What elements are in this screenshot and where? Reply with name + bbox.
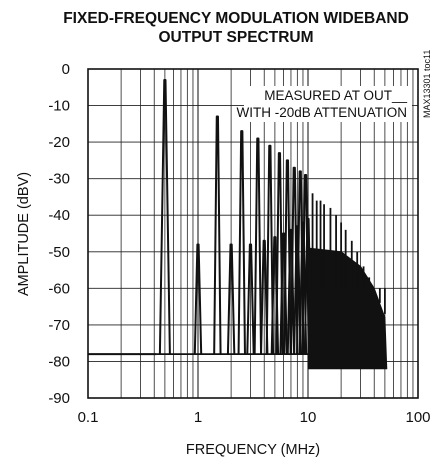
y-tick-label: -10 [48, 98, 70, 115]
harmonic-peak [293, 225, 302, 355]
annotation-line-2: WITH -20dB ATTENUATION [236, 105, 407, 120]
x-tick-labels: 0.1 1 10 100 [78, 409, 431, 426]
y-axis-label: AMPLITUDE (dBV) [16, 172, 32, 296]
harmonic-peak [260, 239, 269, 355]
harmonic-peak [213, 115, 222, 355]
harmonic-peak [226, 243, 236, 355]
y-tick-label: -40 [48, 207, 70, 224]
y-tick-label: -80 [48, 353, 70, 370]
y-tick-label: -70 [48, 317, 70, 334]
x-tick-label: 10 [300, 409, 317, 426]
harmonic-peak [265, 144, 275, 355]
x-axis-label: FREQUENCY (MHz) [186, 442, 320, 458]
harmonic-peak [246, 243, 255, 355]
chart-title-line-1: FIXED-FREQUENCY MODULATION WIDEBAND [63, 10, 409, 27]
y-tick-label: 0 [62, 61, 70, 78]
y-tick-label: -60 [48, 280, 70, 297]
part-number-label: MAX13301 toc11 [422, 50, 432, 118]
spectrum-series [88, 78, 388, 370]
dense-band-envelope [307, 247, 388, 370]
y-tick-label: -50 [48, 244, 70, 261]
annotation-background [244, 86, 412, 122]
harmonic-peak [253, 137, 263, 355]
harmonic-peak [275, 152, 284, 355]
y-tick-labels: 0 -10 -20 -30 -40 -50 -60 -70 -80 -90 [48, 61, 70, 407]
y-tick-label: -90 [48, 390, 70, 407]
y-tick-label: -20 [48, 134, 70, 151]
harmonic-peak [298, 221, 308, 355]
harmonic-peak [193, 243, 203, 355]
x-tick-label: 0.1 [78, 409, 99, 426]
y-tick-label: -30 [48, 171, 70, 188]
harmonic-peak [158, 78, 171, 355]
harmonic-peak [237, 130, 246, 355]
annotation-line-1: MEASURED AT OUT__ [264, 88, 407, 103]
x-tick-label: 100 [405, 409, 430, 426]
plot-frame [87, 68, 419, 399]
x-tick-label: 1 [194, 409, 202, 426]
chart-title-line-2: OUTPUT SPECTRUM [159, 29, 314, 46]
